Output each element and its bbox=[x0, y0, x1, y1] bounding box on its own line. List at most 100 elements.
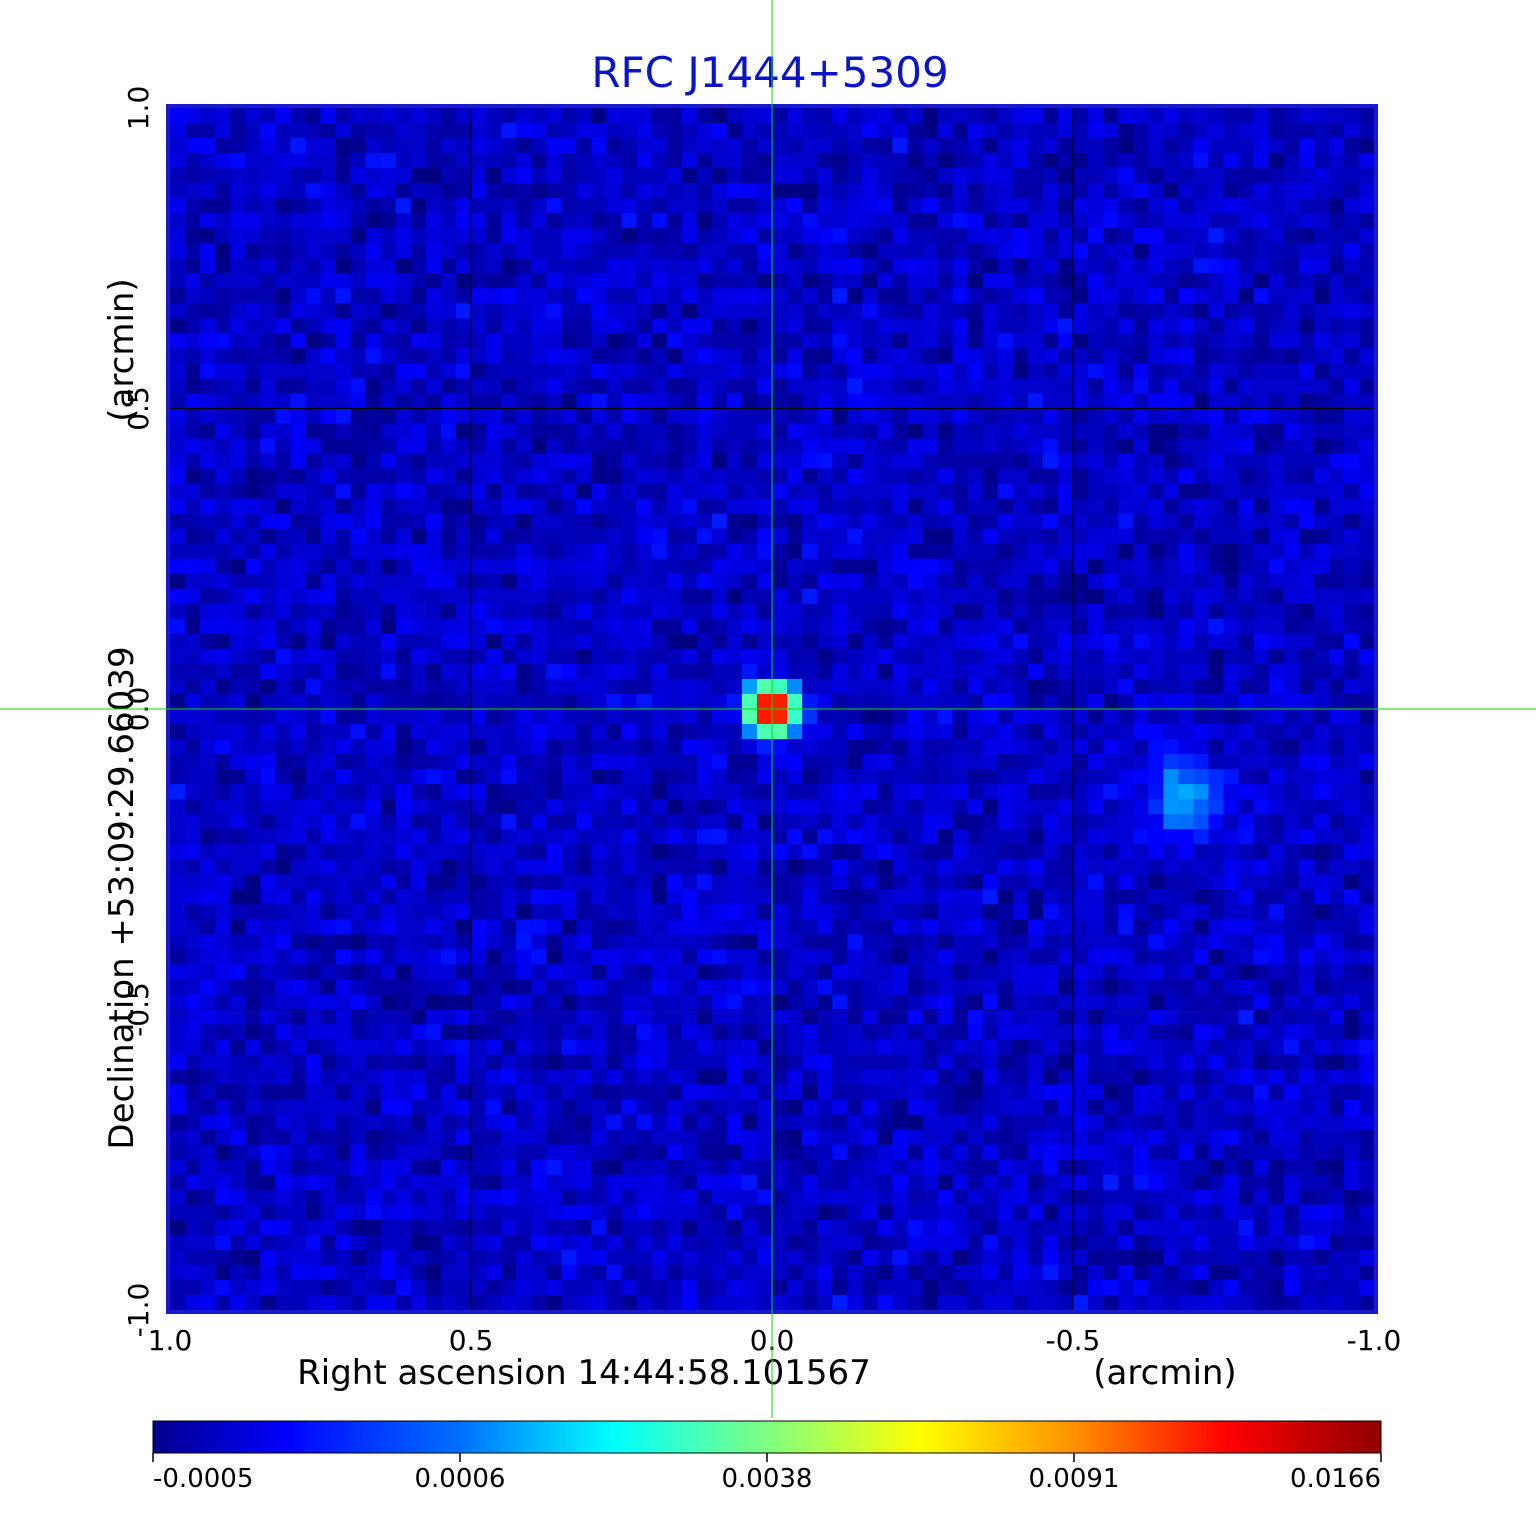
map-pixel bbox=[997, 198, 1014, 214]
map-pixel bbox=[185, 663, 201, 680]
map-pixel bbox=[651, 979, 668, 996]
map-pixel bbox=[621, 468, 638, 485]
map-pixel bbox=[546, 739, 562, 755]
map-pixel bbox=[907, 243, 924, 259]
map-pixel bbox=[1238, 348, 1255, 365]
map-pixel bbox=[200, 1009, 216, 1026]
map-pixel bbox=[1358, 633, 1375, 650]
map-pixel bbox=[636, 573, 653, 590]
map-pixel bbox=[892, 979, 909, 996]
map-pixel bbox=[741, 498, 758, 515]
map-pixel bbox=[260, 904, 276, 920]
map-pixel bbox=[440, 543, 457, 560]
map-pixel bbox=[335, 378, 352, 395]
map-pixel bbox=[576, 844, 592, 860]
map-pixel bbox=[1148, 739, 1164, 755]
map-pixel bbox=[847, 243, 863, 259]
map-pixel bbox=[862, 318, 878, 334]
map-pixel bbox=[591, 363, 608, 380]
map-pixel bbox=[1057, 859, 1074, 875]
map-pixel bbox=[1223, 513, 1240, 530]
map-pixel bbox=[350, 994, 367, 1011]
map-pixel bbox=[576, 483, 592, 500]
map-pixel bbox=[455, 273, 472, 289]
map-pixel bbox=[561, 468, 577, 485]
map-pixel bbox=[787, 919, 803, 935]
map-pixel bbox=[230, 528, 246, 545]
map-pixel bbox=[546, 228, 562, 244]
map-pixel bbox=[1012, 303, 1029, 319]
map-pixel bbox=[516, 919, 532, 935]
map-pixel bbox=[1208, 378, 1225, 395]
map-pixel bbox=[350, 678, 367, 695]
map-pixel bbox=[832, 588, 848, 605]
map-pixel bbox=[817, 603, 833, 620]
map-pixel bbox=[170, 588, 186, 605]
map-pixel bbox=[832, 378, 848, 395]
map-pixel bbox=[892, 739, 909, 755]
map-pixel bbox=[380, 318, 397, 334]
map-pixel bbox=[215, 769, 231, 785]
map-pixel bbox=[215, 859, 231, 875]
map-pixel bbox=[892, 769, 909, 785]
map-pixel bbox=[877, 318, 893, 334]
map-pixel bbox=[967, 648, 984, 665]
map-pixel bbox=[1193, 138, 1210, 154]
map-pixel bbox=[380, 874, 397, 890]
map-pixel bbox=[305, 123, 322, 139]
map-pixel bbox=[666, 438, 683, 455]
map-pixel bbox=[1088, 213, 1104, 229]
map-pixel bbox=[1163, 348, 1179, 365]
map-pixel bbox=[185, 498, 201, 515]
map-pixel bbox=[1073, 498, 1089, 515]
map-pixel bbox=[1238, 784, 1255, 800]
map-pixel bbox=[185, 1009, 201, 1026]
map-pixel bbox=[531, 919, 547, 935]
map-pixel bbox=[847, 709, 863, 725]
map-pixel bbox=[1253, 904, 1270, 920]
map-pixel bbox=[1042, 378, 1059, 395]
map-pixel bbox=[952, 799, 969, 815]
map-pixel bbox=[215, 468, 231, 485]
map-pixel bbox=[711, 633, 728, 650]
map-pixel bbox=[1057, 123, 1074, 139]
map-pixel bbox=[170, 784, 186, 800]
map-pixel bbox=[1223, 709, 1240, 725]
map-pixel bbox=[937, 709, 954, 725]
map-pixel bbox=[892, 468, 909, 485]
map-pixel bbox=[185, 934, 201, 951]
map-pixel bbox=[937, 889, 954, 905]
map-pixel bbox=[1103, 348, 1119, 365]
map-pixel bbox=[305, 498, 322, 515]
map-pixel bbox=[817, 709, 833, 725]
map-pixel bbox=[787, 573, 803, 590]
map-pixel bbox=[681, 228, 698, 244]
map-pixel bbox=[787, 423, 803, 440]
map-pixel bbox=[335, 183, 352, 199]
map-pixel bbox=[681, 769, 698, 785]
map-pixel bbox=[832, 784, 848, 800]
map-pixel bbox=[561, 513, 577, 530]
map-pixel bbox=[200, 183, 216, 199]
map-pixel bbox=[486, 423, 502, 440]
map-pixel bbox=[1163, 453, 1179, 470]
map-pixel bbox=[1313, 438, 1330, 455]
map-pixel bbox=[320, 168, 337, 184]
map-pixel bbox=[1178, 528, 1194, 545]
map-pixel bbox=[847, 123, 863, 139]
map-pixel bbox=[561, 483, 577, 500]
map-pixel bbox=[1358, 949, 1375, 966]
map-pixel bbox=[471, 138, 487, 154]
map-pixel bbox=[1328, 453, 1345, 470]
map-pixel bbox=[230, 168, 246, 184]
map-pixel bbox=[350, 168, 367, 184]
map-pixel bbox=[1088, 498, 1104, 515]
map-pixel bbox=[967, 949, 984, 966]
map-pixel bbox=[486, 153, 502, 169]
map-pixel bbox=[1148, 348, 1164, 365]
map-pixel bbox=[561, 318, 577, 334]
map-pixel bbox=[1088, 603, 1104, 620]
map-pixel bbox=[817, 769, 833, 785]
map-pixel bbox=[726, 108, 743, 124]
map-pixel bbox=[1208, 603, 1225, 620]
